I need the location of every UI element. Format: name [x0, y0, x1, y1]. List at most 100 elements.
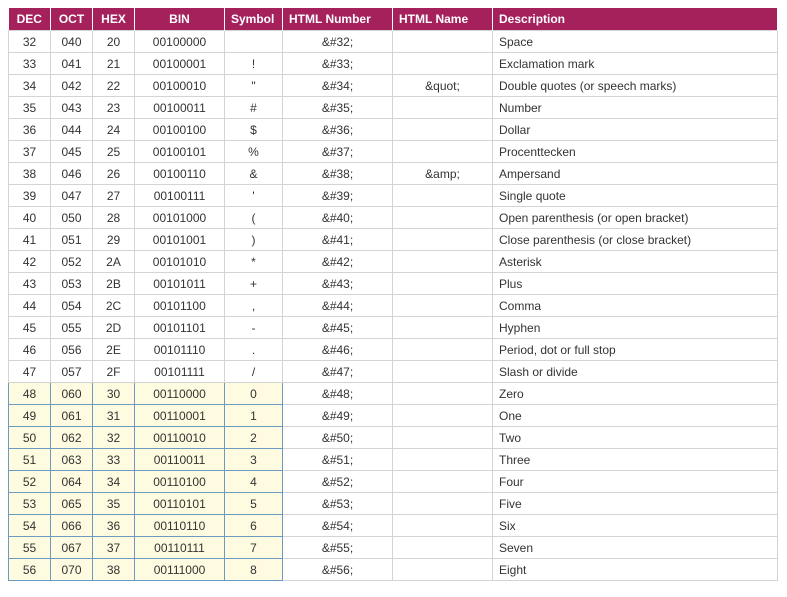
cell-htmlname — [393, 537, 493, 559]
cell-hex: 35 — [93, 493, 135, 515]
cell-bin: 00101100 — [135, 295, 225, 317]
cell-symbol: 8 — [225, 559, 283, 581]
cell-oct: 042 — [51, 75, 93, 97]
cell-dec: 37 — [9, 141, 51, 163]
table-row: 340422200100010"&#34;&quot;Double quotes… — [9, 75, 778, 97]
cell-desc: Procenttecken — [493, 141, 778, 163]
cell-htmlnum: &#37; — [283, 141, 393, 163]
cell-oct: 051 — [51, 229, 93, 251]
cell-hex: 22 — [93, 75, 135, 97]
cell-htmlname — [393, 97, 493, 119]
table-row: 450552D00101101-&#45;Hyphen — [9, 317, 778, 339]
table-header-row: DEC OCT HEX BIN Symbol HTML Number HTML … — [9, 8, 778, 31]
cell-desc: Comma — [493, 295, 778, 317]
table-row: 420522A00101010*&#42;Asterisk — [9, 251, 778, 273]
cell-htmlname — [393, 339, 493, 361]
cell-htmlnum: &#43; — [283, 273, 393, 295]
table-row: 5306535001101015&#53;Five — [9, 493, 778, 515]
cell-desc: Five — [493, 493, 778, 515]
cell-htmlnum: &#41; — [283, 229, 393, 251]
table-row: 5106333001100113&#51;Three — [9, 449, 778, 471]
cell-symbol: , — [225, 295, 283, 317]
cell-htmlname — [393, 119, 493, 141]
cell-dec: 35 — [9, 97, 51, 119]
cell-htmlnum: &#55; — [283, 537, 393, 559]
cell-bin: 00101011 — [135, 273, 225, 295]
table-row: 350432300100011#&#35;Number — [9, 97, 778, 119]
cell-hex: 31 — [93, 405, 135, 427]
cell-symbol: " — [225, 75, 283, 97]
cell-symbol: 0 — [225, 383, 283, 405]
cell-bin: 00110001 — [135, 405, 225, 427]
col-header-dec: DEC — [9, 8, 51, 31]
cell-desc: Zero — [493, 383, 778, 405]
cell-oct: 054 — [51, 295, 93, 317]
cell-oct: 065 — [51, 493, 93, 515]
cell-oct: 053 — [51, 273, 93, 295]
cell-bin: 00101101 — [135, 317, 225, 339]
cell-htmlnum: &#34; — [283, 75, 393, 97]
cell-hex: 36 — [93, 515, 135, 537]
cell-dec: 33 — [9, 53, 51, 75]
cell-symbol: 2 — [225, 427, 283, 449]
cell-hex: 34 — [93, 471, 135, 493]
cell-htmlname: &amp; — [393, 163, 493, 185]
cell-dec: 51 — [9, 449, 51, 471]
cell-dec: 41 — [9, 229, 51, 251]
cell-oct: 061 — [51, 405, 93, 427]
cell-hex: 2C — [93, 295, 135, 317]
cell-dec: 42 — [9, 251, 51, 273]
cell-bin: 00100001 — [135, 53, 225, 75]
cell-htmlnum: &#52; — [283, 471, 393, 493]
cell-dec: 39 — [9, 185, 51, 207]
cell-hex: 25 — [93, 141, 135, 163]
cell-oct: 067 — [51, 537, 93, 559]
cell-htmlname — [393, 515, 493, 537]
cell-dec: 54 — [9, 515, 51, 537]
cell-oct: 056 — [51, 339, 93, 361]
cell-desc: Plus — [493, 273, 778, 295]
cell-desc: Six — [493, 515, 778, 537]
cell-oct: 062 — [51, 427, 93, 449]
cell-dec: 40 — [9, 207, 51, 229]
cell-symbol: & — [225, 163, 283, 185]
cell-htmlname — [393, 383, 493, 405]
cell-symbol: 6 — [225, 515, 283, 537]
cell-htmlnum: &#49; — [283, 405, 393, 427]
table-row: 400502800101000(&#40;Open parenthesis (o… — [9, 207, 778, 229]
cell-dec: 44 — [9, 295, 51, 317]
cell-oct: 043 — [51, 97, 93, 119]
cell-htmlname — [393, 317, 493, 339]
cell-htmlnum: &#54; — [283, 515, 393, 537]
cell-htmlname — [393, 185, 493, 207]
cell-desc: Asterisk — [493, 251, 778, 273]
cell-symbol: 4 — [225, 471, 283, 493]
cell-desc: Hyphen — [493, 317, 778, 339]
cell-oct: 046 — [51, 163, 93, 185]
cell-bin: 00100110 — [135, 163, 225, 185]
cell-hex: 2D — [93, 317, 135, 339]
cell-bin: 00100010 — [135, 75, 225, 97]
cell-symbol: 5 — [225, 493, 283, 515]
cell-htmlname — [393, 361, 493, 383]
cell-symbol — [225, 31, 283, 53]
table-row: 5006232001100102&#50;Two — [9, 427, 778, 449]
col-header-bin: BIN — [135, 8, 225, 31]
table-row: 5607038001110008&#56;Eight — [9, 559, 778, 581]
cell-symbol: * — [225, 251, 283, 273]
cell-htmlname — [393, 449, 493, 471]
cell-hex: 27 — [93, 185, 135, 207]
cell-desc: Four — [493, 471, 778, 493]
table-row: 470572F00101111/&#47;Slash or divide — [9, 361, 778, 383]
col-header-desc: Description — [493, 8, 778, 31]
cell-symbol: 7 — [225, 537, 283, 559]
cell-dec: 55 — [9, 537, 51, 559]
cell-htmlname — [393, 31, 493, 53]
cell-desc: Open parenthesis (or open bracket) — [493, 207, 778, 229]
cell-bin: 00101110 — [135, 339, 225, 361]
cell-desc: Exclamation mark — [493, 53, 778, 75]
table-row: 410512900101001)&#41;Close parenthesis (… — [9, 229, 778, 251]
cell-htmlnum: &#42; — [283, 251, 393, 273]
cell-desc: Double quotes (or speech marks) — [493, 75, 778, 97]
cell-desc: One — [493, 405, 778, 427]
